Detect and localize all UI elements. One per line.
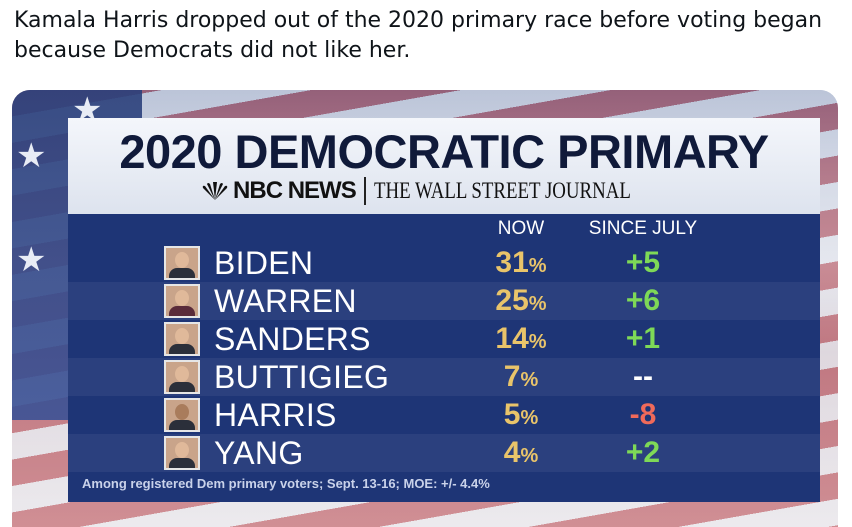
poll-row-warren: WARREN 25% +6 — [68, 282, 820, 320]
candidate-name: SANDERS — [214, 321, 371, 357]
since-value: -8 — [629, 398, 657, 431]
nbc-news-logo: NBC NEWS — [233, 177, 357, 204]
now-value: 14% — [495, 322, 547, 355]
poll-sources: NBC NEWS THE WALL STREET JOURNAL — [68, 177, 820, 205]
avatar — [164, 284, 200, 318]
wsj-logo: THE WALL STREET JOURNAL — [373, 178, 631, 203]
since-value: +2 — [625, 436, 661, 469]
avatar — [164, 246, 200, 280]
poll-title: 2020 DEMOCRATIC PRIMARY — [119, 125, 769, 178]
poll-row-biden: BIDEN 31% +5 — [68, 244, 820, 282]
candidate-name: YANG — [214, 435, 304, 471]
candidate-name: BIDEN — [214, 245, 314, 281]
source-divider — [363, 177, 366, 205]
now-value: 25% — [495, 284, 547, 317]
candidate-name: BUTTIGIEG — [214, 359, 390, 395]
col-header-now: NOW — [497, 218, 545, 239]
title-bar: 2020 DEMOCRATIC PRIMARY NBC NEWS THE WALL… — [68, 118, 820, 214]
avatar — [164, 398, 200, 432]
since-value: +1 — [625, 322, 661, 355]
now-value: 5% — [503, 398, 539, 431]
avatar — [164, 360, 200, 394]
candidate-name: WARREN — [214, 283, 357, 319]
peacock-icon — [202, 182, 228, 200]
tweet-media-image[interactable]: ★ ★ ★ 2020 DEMOCRATIC PRIMARY NBC NEWS TH… — [12, 90, 838, 527]
now-value: 7% — [503, 360, 539, 393]
avatar — [164, 436, 200, 470]
star-icon: ★ — [16, 136, 47, 176]
star-icon: ★ — [16, 240, 47, 280]
since-value: -- — [633, 360, 653, 393]
since-value: +6 — [625, 284, 661, 317]
avatar — [164, 322, 200, 356]
poll-row-buttigieg: BUTTIGIEG 7% -- — [68, 358, 820, 396]
poll-footnote: Among registered Dem primary voters; Sep… — [82, 476, 490, 491]
poll-panel: 2020 DEMOCRATIC PRIMARY NBC NEWS THE WALL… — [68, 118, 820, 502]
candidate-name: HARRIS — [214, 397, 337, 433]
poll-row-yang: YANG 4% +2 — [68, 434, 820, 472]
col-header-since-july: SINCE JULY — [588, 218, 698, 239]
poll-row-sanders: SANDERS 14% +1 — [68, 320, 820, 358]
tweet-text: Kamala Harris dropped out of the 2020 pr… — [14, 8, 823, 63]
since-value: +5 — [625, 246, 661, 279]
now-value: 4% — [503, 436, 539, 469]
now-value: 31% — [495, 246, 547, 279]
poll-row-harris: HARRIS 5% -8 — [68, 396, 820, 434]
